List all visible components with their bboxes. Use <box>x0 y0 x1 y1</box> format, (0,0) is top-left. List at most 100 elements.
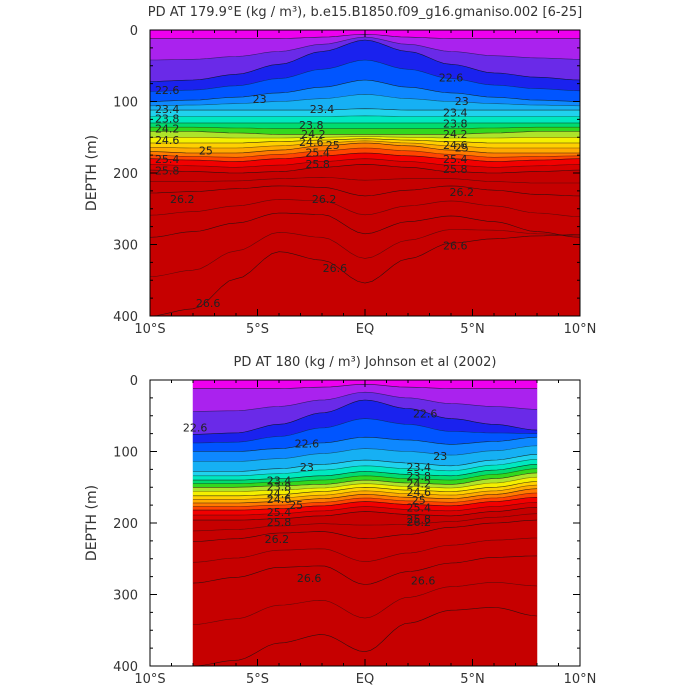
isopycnal-line <box>150 138 580 144</box>
isopycnal-line <box>192 582 538 625</box>
y-axis: 0 100 200 300 400 <box>113 374 580 675</box>
contour-label: 25.4 <box>407 502 432 515</box>
isopycnal-line <box>150 212 580 238</box>
contour-label: 25.8 <box>443 163 468 176</box>
contour-label: 22.6 <box>439 72 464 85</box>
isopycnal-line <box>192 555 538 585</box>
contour-label: 23 <box>455 95 469 108</box>
isopycnal-line <box>150 152 580 162</box>
y-tick-label: 300 <box>113 239 138 254</box>
contour-label: 24.2 <box>407 477 432 490</box>
x-tick-label: 10°S <box>134 322 165 337</box>
y-tick-label: 100 <box>113 96 138 111</box>
y-axis-label: DEPTH (m) <box>84 485 100 561</box>
contour-label: 23.4 <box>267 475 292 488</box>
contour-label: 22.6 <box>295 437 320 450</box>
chart-panel-model: PD AT 179.9°E (kg / m³), b.e15.B1850.f09… <box>84 5 596 337</box>
contour-label: 25.4 <box>155 153 180 166</box>
contour-label: 23.8 <box>155 112 180 125</box>
isopycnal-line <box>150 108 580 111</box>
y-tick-label: 300 <box>113 589 138 604</box>
contour-label: 24.2 <box>267 487 292 500</box>
contour-label: 26.2 <box>450 186 475 199</box>
isopycnal-line <box>193 464 538 481</box>
contour-label: 22.6 <box>183 422 208 435</box>
isopycnal-line <box>150 164 580 174</box>
contour-label: 23.4 <box>407 461 432 474</box>
contour-label: 26.6 <box>411 575 436 588</box>
isopycnal-line <box>193 472 538 488</box>
y-tick-label: 400 <box>113 660 138 675</box>
x-tick-label: 10°S <box>134 672 165 687</box>
contour-label: 25 <box>326 139 340 152</box>
isopycnal-line <box>193 502 538 516</box>
isopycnal-line <box>192 513 538 532</box>
isopycnal-line <box>193 399 538 435</box>
contour-label: 25 <box>289 499 303 512</box>
contour-label: 23.8 <box>267 480 292 493</box>
contour-label: 24.6 <box>267 493 292 506</box>
contour-label: 26.6 <box>443 240 468 253</box>
isopycnal-line <box>150 229 580 277</box>
isopycnal-line <box>150 79 580 102</box>
y-tick-label: 400 <box>113 310 138 325</box>
isopycnal-line <box>150 176 580 184</box>
isopycnal-line <box>150 147 580 158</box>
y-axis-label: DEPTH (m) <box>84 135 100 211</box>
chart-title: PD AT 180 (kg / m³) Johnson et al (2002) <box>234 355 497 370</box>
isopycnal-line <box>150 126 580 129</box>
isopycnal-line <box>150 115 580 117</box>
y-tick-label: 200 <box>113 517 138 532</box>
x-tick-label: 5°N <box>460 672 485 687</box>
contour-label: 23.8 <box>299 119 324 132</box>
contour-label: 26.6 <box>196 297 221 310</box>
contour-label: 25.4 <box>305 147 330 160</box>
isopycnal-line <box>150 199 580 217</box>
contour-label: 24.6 <box>443 139 468 152</box>
x-axis: 10°S 5°S EQ 5°N 10°N <box>134 380 596 687</box>
isopycnal-line <box>150 142 580 154</box>
isopycnal-line <box>192 391 538 412</box>
contour-label: 25.4 <box>443 153 468 166</box>
isopycnal-line <box>192 607 538 666</box>
contour-label: 22.6 <box>155 84 180 97</box>
isopycnal-line <box>193 488 538 504</box>
contour-label: 26.2 <box>265 533 290 546</box>
contour-label: 25 <box>412 494 426 507</box>
y-tick-label: 0 <box>130 24 138 39</box>
contour-label: 26.2 <box>407 516 432 529</box>
isopycnal-line <box>193 418 537 444</box>
isopycnal-line <box>150 39 580 82</box>
contour-label: 25.8 <box>267 516 292 529</box>
x-tick-label: 5°S <box>246 672 269 687</box>
isopycnal-line <box>193 507 538 521</box>
isopycnal-line <box>150 36 580 61</box>
contour-label: 25.8 <box>305 158 330 171</box>
contour-band <box>150 115 580 124</box>
isopycnal-line <box>193 454 538 472</box>
isopycnal-line <box>193 497 538 511</box>
contour-label: 26.2 <box>312 193 337 206</box>
x-tick-label: EQ <box>356 322 374 337</box>
contour-label: 25 <box>199 145 213 158</box>
isopycnal-line <box>193 492 538 507</box>
isopycnal-line <box>150 234 580 316</box>
contour-field <box>192 380 538 666</box>
isopycnal-line <box>150 131 580 135</box>
isopycnal-line <box>193 476 538 492</box>
contour-label: 23.4 <box>155 103 180 116</box>
x-tick-label: 5°N <box>460 322 485 337</box>
x-tick-label: 10°N <box>564 672 597 687</box>
contour-label: 26.6 <box>323 262 348 275</box>
isopycnal-line <box>150 136 580 139</box>
chart-title: PD AT 179.9°E (kg / m³), b.e15.B1850.f09… <box>148 5 582 20</box>
isopycnal-line <box>193 459 538 477</box>
isopycnal-line <box>192 519 538 542</box>
contour-label: 24.6 <box>407 486 432 499</box>
contour-label: 23 <box>300 461 314 474</box>
contour-label: 24.6 <box>299 136 324 149</box>
contour-label: 26.2 <box>170 193 195 206</box>
x-tick-label: EQ <box>356 672 374 687</box>
isopycnal-line <box>150 185 580 197</box>
